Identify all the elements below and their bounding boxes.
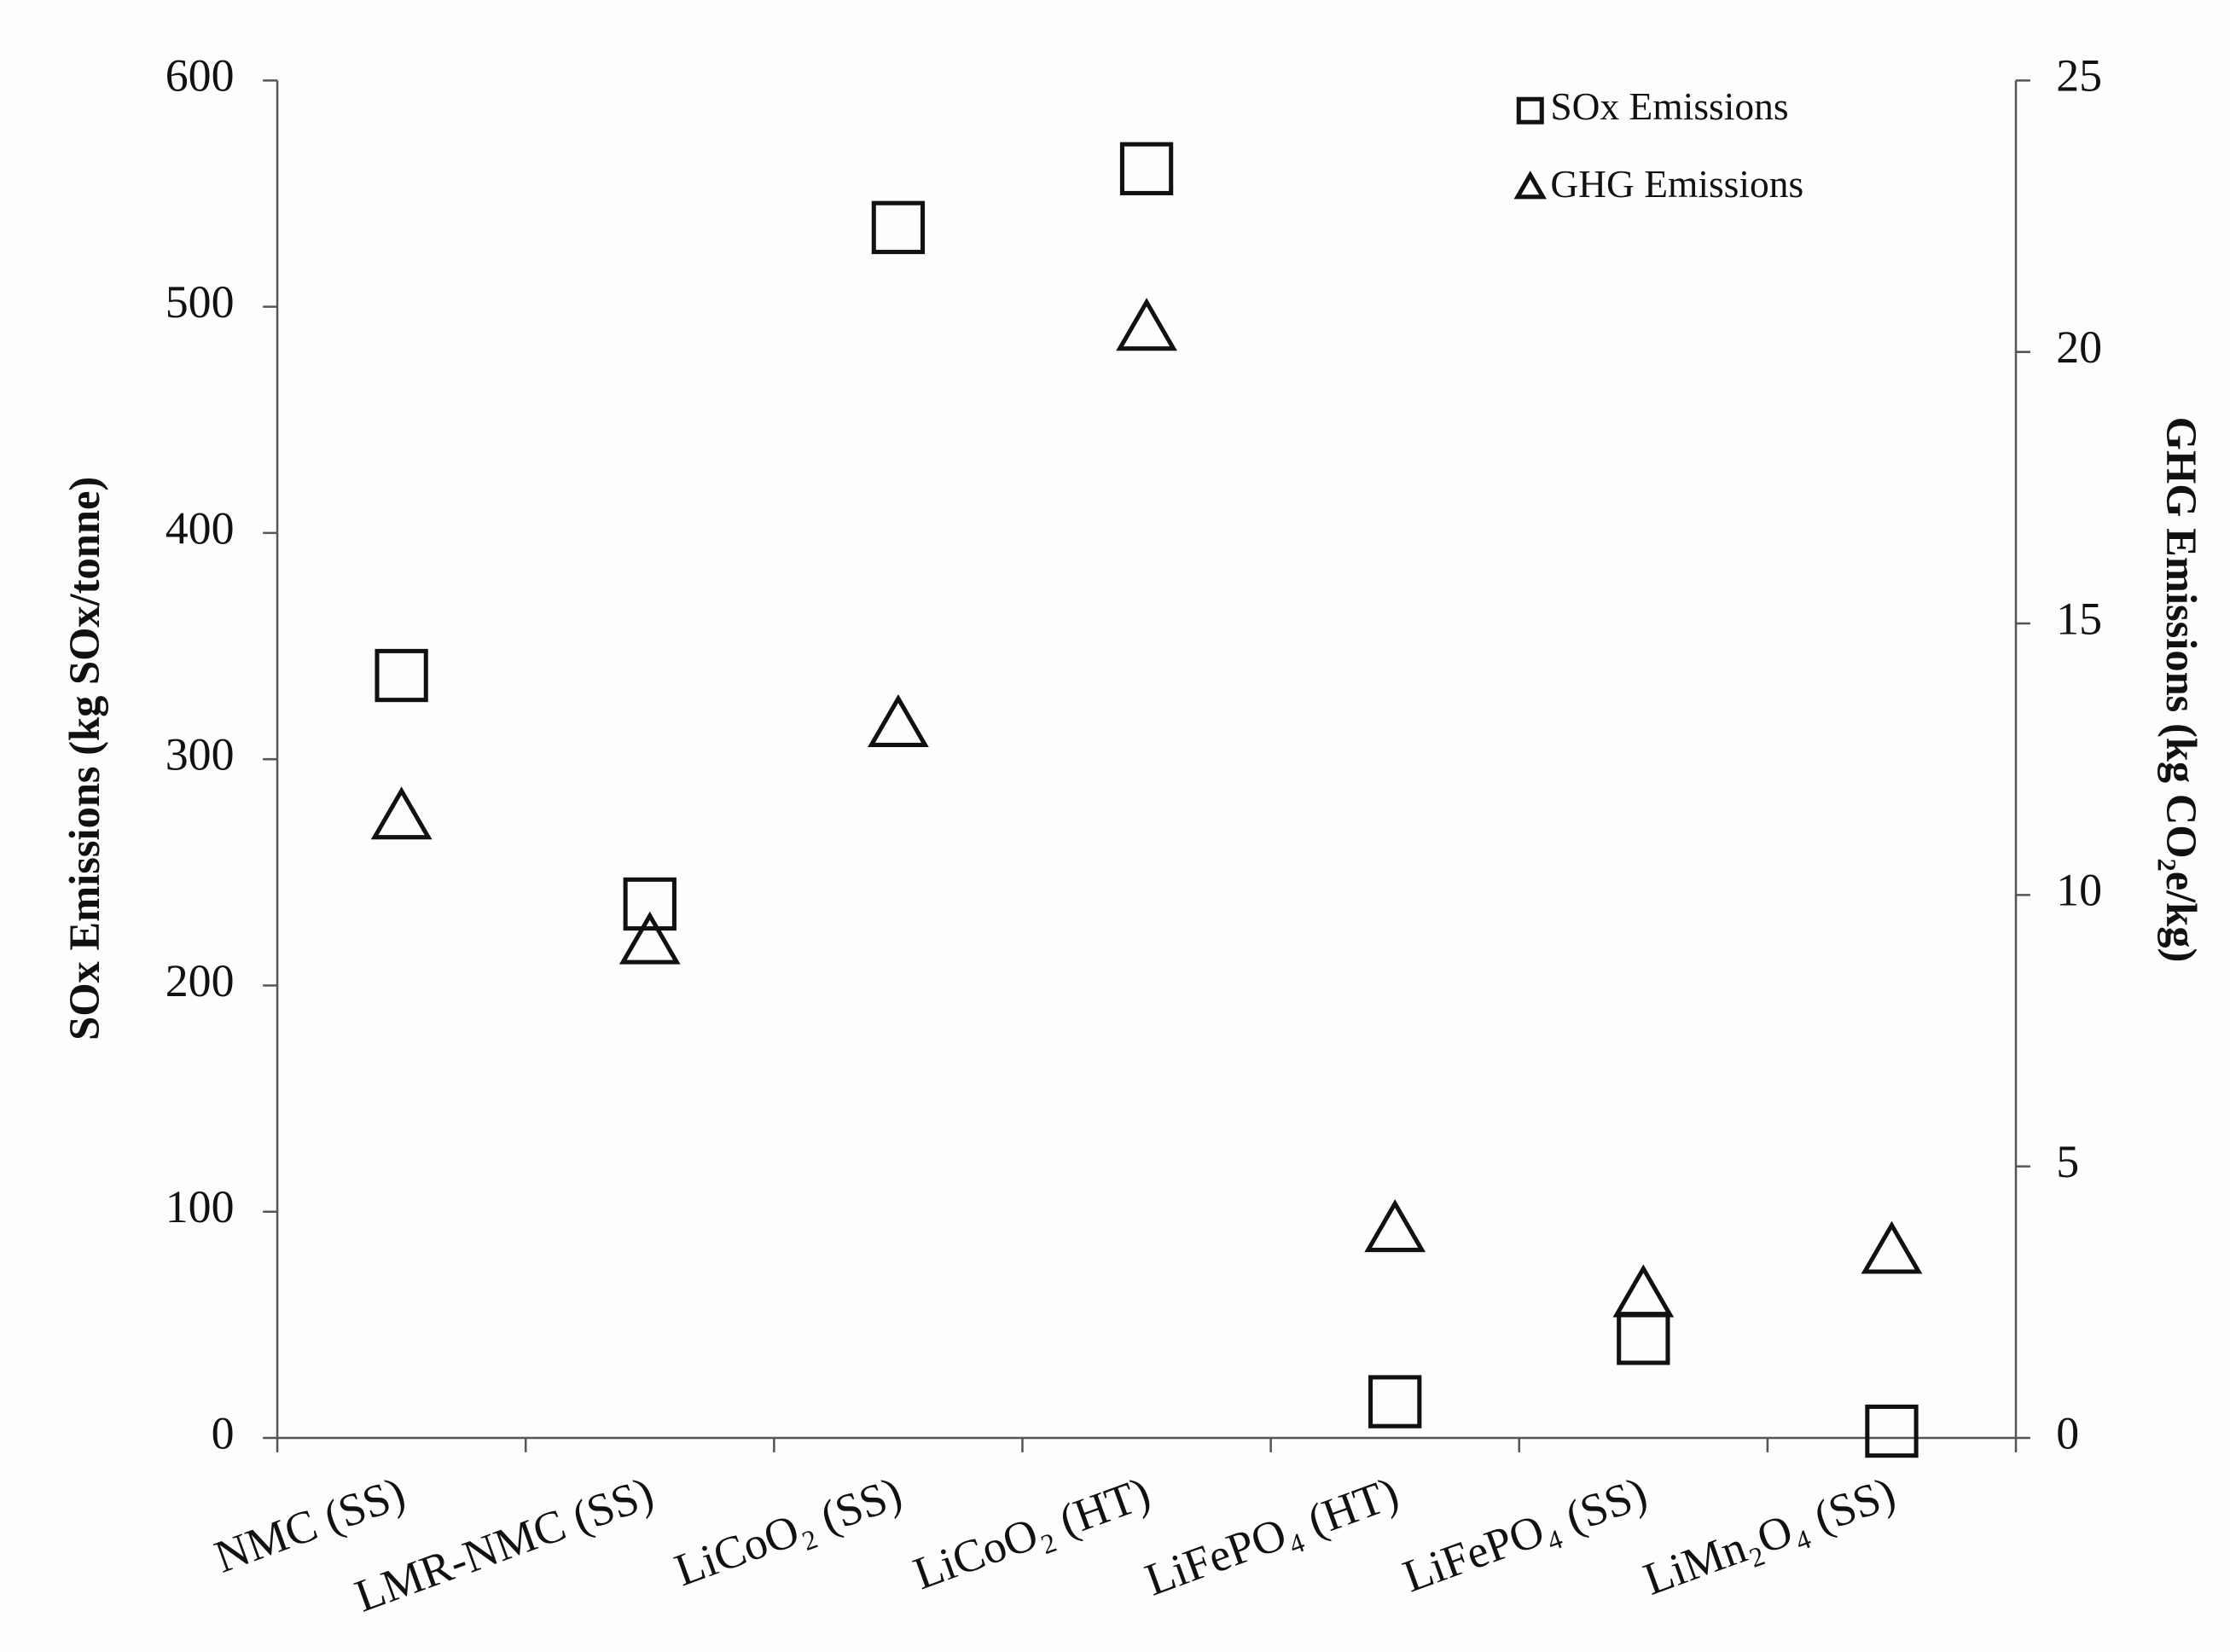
point: [1865, 1404, 1919, 1458]
point: [1116, 298, 1177, 351]
y2-tick-label: 5: [2056, 1136, 2079, 1187]
x-tick-label: LiMn₂O₄ (SS): [1637, 1467, 1902, 1605]
legend-label: SOx Emissions: [1550, 84, 1788, 128]
x-tick-label: LiFePO₄ (SS): [1397, 1467, 1653, 1603]
y-tick-label: 300: [166, 729, 235, 780]
legend-label: GHG Emissions: [1550, 162, 1803, 206]
y-tick-label: 500: [166, 276, 235, 328]
y2-tick-label: 0: [2056, 1407, 2079, 1458]
y-tick-label: 200: [166, 955, 235, 1006]
y2-tick-label: 10: [2056, 865, 2102, 916]
y-axis-title: SOx Emissions (kg SOx/tonne): [61, 477, 108, 1040]
y-tick-label: 400: [166, 502, 235, 554]
y2-tick-label: 20: [2056, 322, 2102, 373]
legend-marker: [1513, 171, 1547, 200]
point: [868, 694, 929, 747]
legend-marker: [1516, 96, 1544, 125]
x-tick-label: LiFePO₄ (HT): [1139, 1467, 1405, 1606]
point: [1364, 1199, 1426, 1253]
y-tick-label: 100: [166, 1181, 235, 1232]
point: [1368, 1375, 1422, 1429]
y-tick-label: 600: [166, 50, 235, 101]
y2-axis-title: GHG Emissions (kg CO₂e/kg): [2157, 417, 2205, 963]
y-tick-label: 0: [212, 1407, 235, 1458]
point: [1119, 142, 1174, 195]
point: [871, 200, 926, 254]
point: [375, 648, 428, 703]
y2-tick-label: 25: [2056, 50, 2102, 101]
point: [1617, 1312, 1670, 1365]
point: [618, 911, 681, 965]
point: [1861, 1220, 1923, 1274]
x-tick-label: LiCoO₂ (HT): [907, 1467, 1157, 1599]
point: [623, 877, 677, 931]
x-tick-label: LiCoO₂ (SS): [668, 1467, 908, 1596]
point: [370, 786, 433, 840]
y2-tick-label: 15: [2056, 593, 2102, 644]
point: [1612, 1264, 1675, 1318]
